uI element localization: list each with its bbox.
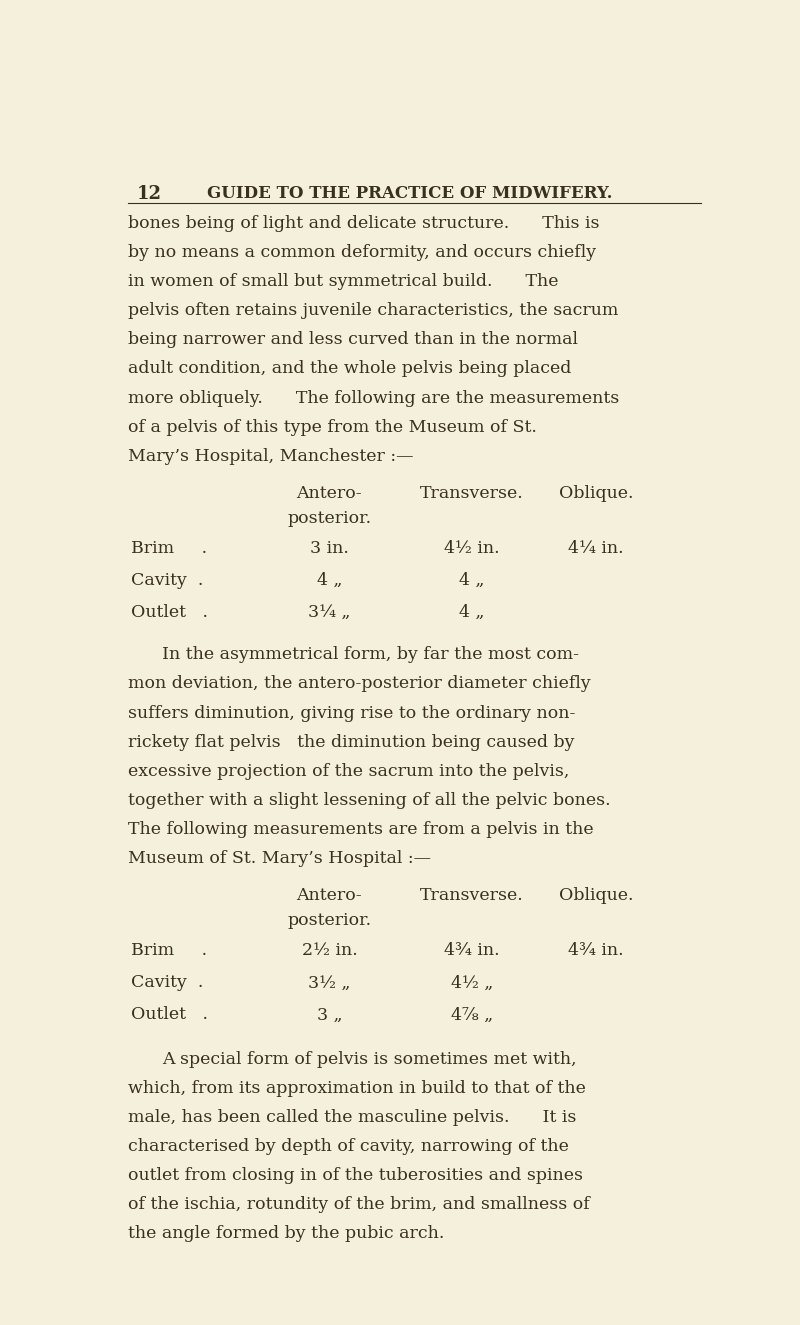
Text: 3¼ „: 3¼ „ xyxy=(308,604,350,621)
Text: 4 „: 4 „ xyxy=(459,604,485,621)
Text: which, from its approximation in build to that of the: which, from its approximation in build t… xyxy=(128,1080,586,1097)
Text: Cavity  .: Cavity . xyxy=(131,974,203,991)
Text: 12: 12 xyxy=(138,184,162,203)
Text: outlet from closing in of the tuberosities and spines: outlet from closing in of the tuberositi… xyxy=(128,1167,583,1185)
Text: 4¾ in.: 4¾ in. xyxy=(568,942,624,959)
Text: characterised by depth of cavity, narrowing of the: characterised by depth of cavity, narrow… xyxy=(128,1138,569,1155)
Text: rickety flat pelvis   the diminution being caused by: rickety flat pelvis the diminution being… xyxy=(128,734,574,750)
Text: posterior.: posterior. xyxy=(287,510,371,526)
Text: In the asymmetrical form, by far the most com-: In the asymmetrical form, by far the mos… xyxy=(162,647,579,664)
Text: of a pelvis of this type from the Museum of St.: of a pelvis of this type from the Museum… xyxy=(128,419,537,436)
Text: together with a slight lessening of all the pelvic bones.: together with a slight lessening of all … xyxy=(128,792,610,808)
Text: in women of small but symmetrical build.      The: in women of small but symmetrical build.… xyxy=(128,273,558,290)
Text: Oblique.: Oblique. xyxy=(558,888,634,904)
Text: Antero-: Antero- xyxy=(297,485,362,502)
Text: 3 „: 3 „ xyxy=(317,1007,342,1023)
Text: bones being of light and delicate structure.      This is: bones being of light and delicate struct… xyxy=(128,215,599,232)
Text: more obliquely.      The following are the measurements: more obliquely. The following are the me… xyxy=(128,390,619,407)
Text: Museum of St. Mary’s Hospital :—: Museum of St. Mary’s Hospital :— xyxy=(128,849,431,867)
Text: by no means a common deformity, and occurs chiefly: by no means a common deformity, and occu… xyxy=(128,244,596,261)
Text: Brim     .: Brim . xyxy=(131,541,207,558)
Text: suffers diminution, giving rise to the ordinary non-: suffers diminution, giving rise to the o… xyxy=(128,705,575,722)
Text: The following measurements are from a pelvis in the: The following measurements are from a pe… xyxy=(128,820,594,837)
Text: 4 „: 4 „ xyxy=(317,572,342,590)
Text: 3 in.: 3 in. xyxy=(310,541,349,558)
Text: 2½ in.: 2½ in. xyxy=(302,942,358,959)
Text: mon deviation, the antero-posterior diameter chiefly: mon deviation, the antero-posterior diam… xyxy=(128,676,590,693)
Text: being narrower and less curved than in the normal: being narrower and less curved than in t… xyxy=(128,331,578,348)
Text: pelvis often retains juvenile characteristics, the sacrum: pelvis often retains juvenile characteri… xyxy=(128,302,618,319)
Text: Transverse.: Transverse. xyxy=(420,485,524,502)
Text: Transverse.: Transverse. xyxy=(420,888,524,904)
Text: posterior.: posterior. xyxy=(287,912,371,929)
Text: Antero-: Antero- xyxy=(297,888,362,904)
Text: 4¾ in.: 4¾ in. xyxy=(444,942,500,959)
Text: Mary’s Hospital, Manchester :—: Mary’s Hospital, Manchester :— xyxy=(128,448,414,465)
Text: 4½ in.: 4½ in. xyxy=(444,541,500,558)
Text: Outlet   .: Outlet . xyxy=(131,604,208,621)
Text: A special form of pelvis is sometimes met with,: A special form of pelvis is sometimes me… xyxy=(162,1051,577,1068)
Text: Oblique.: Oblique. xyxy=(558,485,634,502)
Text: 3½ „: 3½ „ xyxy=(308,974,350,991)
Text: GUIDE TO THE PRACTICE OF MIDWIFERY.: GUIDE TO THE PRACTICE OF MIDWIFERY. xyxy=(207,184,613,201)
Text: male, has been called the masculine pelvis.      It is: male, has been called the masculine pelv… xyxy=(128,1109,576,1126)
Text: 4¼ in.: 4¼ in. xyxy=(568,541,624,558)
Text: 4 „: 4 „ xyxy=(459,572,485,590)
Text: excessive projection of the sacrum into the pelvis,: excessive projection of the sacrum into … xyxy=(128,763,570,779)
Text: Outlet   .: Outlet . xyxy=(131,1007,208,1023)
Text: the angle formed by the pubic arch.: the angle formed by the pubic arch. xyxy=(128,1226,444,1242)
Text: 4½ „: 4½ „ xyxy=(451,974,493,991)
Text: Cavity  .: Cavity . xyxy=(131,572,203,590)
Text: of the ischia, rotundity of the brim, and smallness of: of the ischia, rotundity of the brim, an… xyxy=(128,1196,590,1212)
Text: adult condition, and the whole pelvis being placed: adult condition, and the whole pelvis be… xyxy=(128,360,571,378)
Text: Brim     .: Brim . xyxy=(131,942,207,959)
Text: 4⅞ „: 4⅞ „ xyxy=(451,1007,493,1023)
